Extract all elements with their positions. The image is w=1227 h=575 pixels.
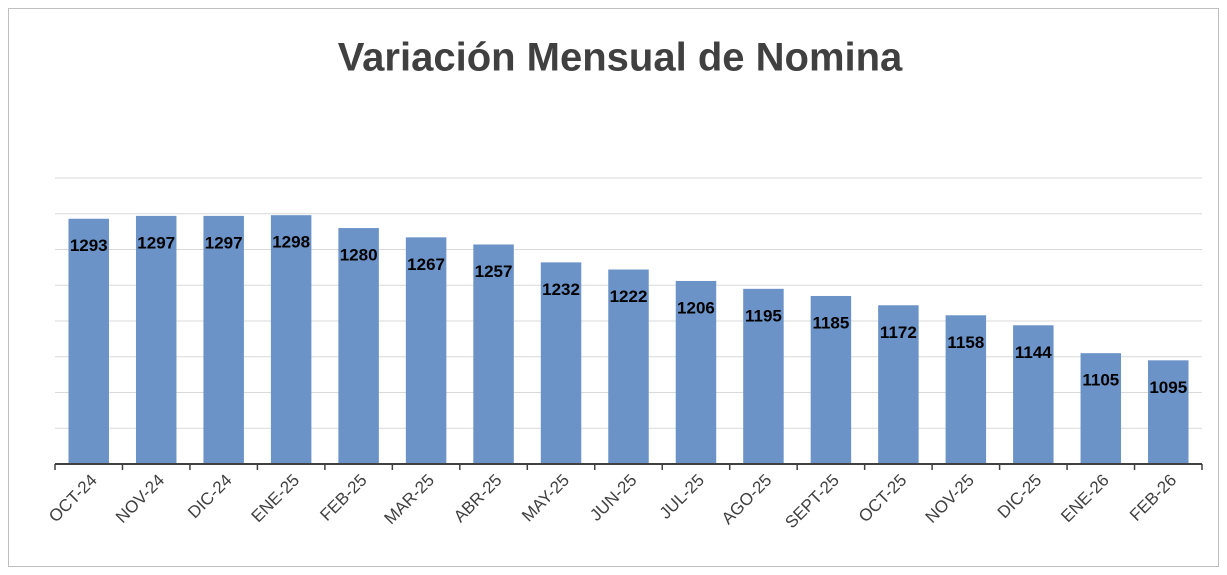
data-label: 1172: [880, 323, 917, 342]
bar: [540, 262, 582, 464]
data-label: 1222: [610, 287, 648, 306]
bar: [1013, 325, 1054, 464]
data-label: 1158: [947, 333, 984, 352]
bar: [1148, 360, 1189, 464]
data-label: 1293: [70, 236, 108, 255]
bar: [608, 269, 649, 464]
bar: [405, 237, 447, 464]
data-label: 1280: [340, 246, 378, 265]
bar: [203, 215, 244, 464]
data-label: 1206: [677, 298, 715, 317]
bar: [675, 280, 717, 464]
chart-title: Variación Mensual de Nomina: [338, 36, 903, 80]
bar: [68, 218, 109, 464]
data-label: 1297: [137, 233, 175, 252]
data-label: 1267: [407, 255, 445, 274]
data-label: 1095: [1149, 378, 1187, 397]
bar: [270, 215, 312, 464]
data-label: 1105: [1082, 371, 1119, 390]
data-label: 1144: [1015, 343, 1052, 362]
bar: [1080, 353, 1122, 464]
bar: [743, 288, 784, 464]
data-label: 1195: [745, 306, 782, 325]
data-label: 1185: [812, 313, 849, 332]
bar: [878, 305, 919, 464]
bar: [810, 295, 852, 464]
bar: [473, 244, 514, 464]
data-label: 1298: [272, 233, 310, 252]
data-label: 1232: [542, 280, 580, 299]
data-label: 1297: [205, 233, 243, 252]
bar: [945, 315, 987, 464]
bar: [338, 228, 379, 464]
bar: [135, 215, 177, 464]
data-label: 1257: [475, 262, 513, 281]
